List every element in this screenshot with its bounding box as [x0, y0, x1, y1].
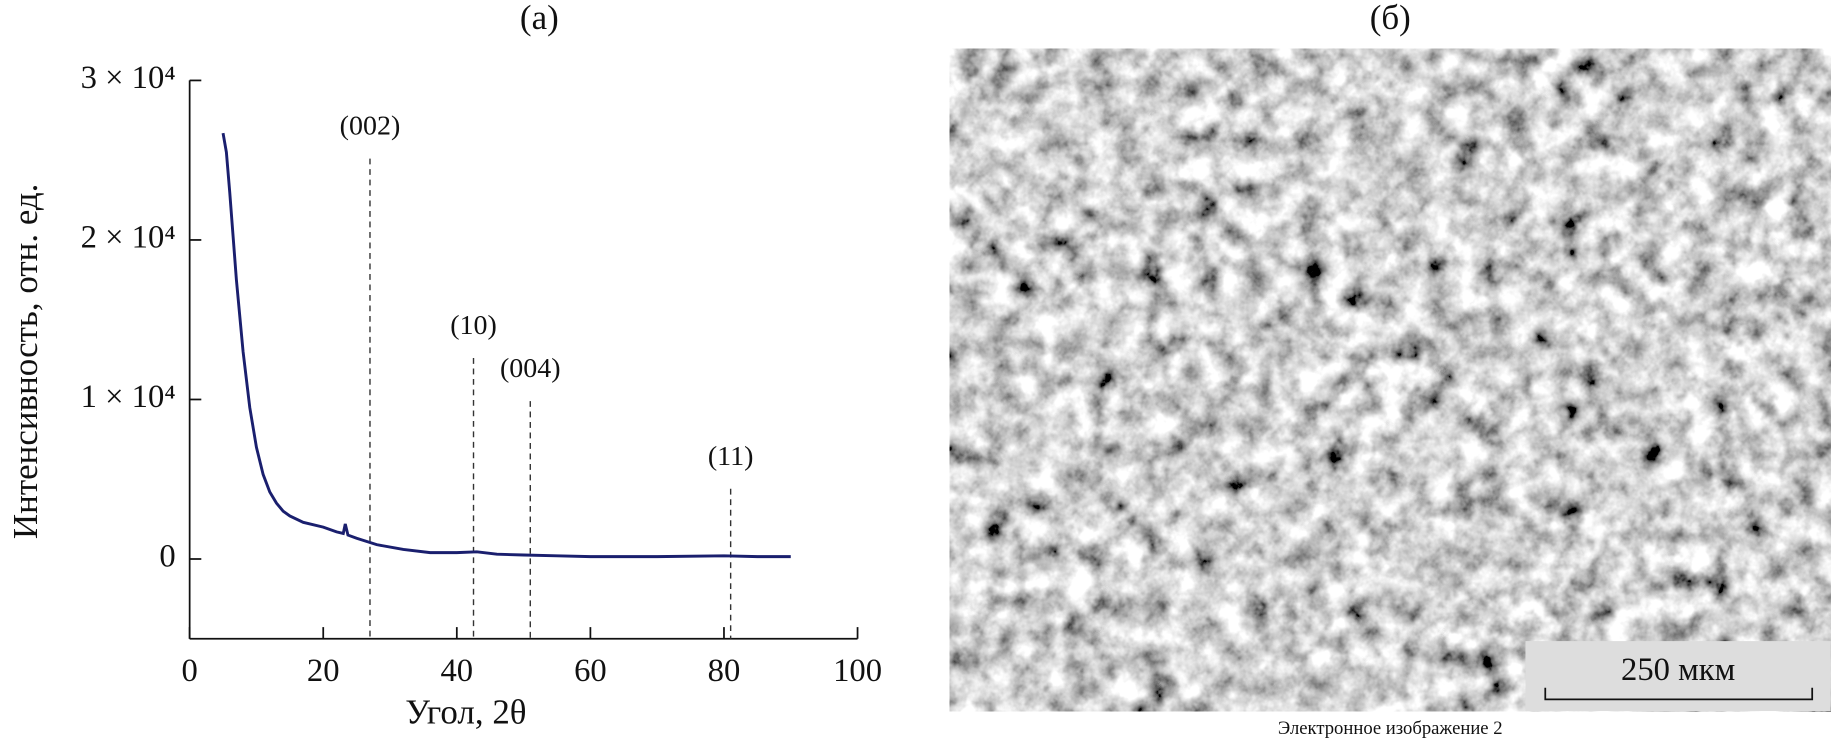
- x-tick-label: 0: [181, 653, 197, 689]
- x-tick-label: 60: [574, 653, 607, 689]
- image-title: (б): [1370, 0, 1411, 37]
- y-tick-label: 3 × 10⁴: [81, 60, 176, 96]
- chart-title: (а): [520, 0, 559, 37]
- x-tick-label: 80: [708, 653, 741, 689]
- image-caption: Электронное изображение 2: [1278, 718, 1503, 739]
- scale-bar-label: 250 мкм: [1621, 652, 1735, 688]
- annotation: (002): [340, 111, 401, 142]
- y-tick-label: 2 × 10⁴: [81, 219, 176, 255]
- annotation: (10): [450, 310, 497, 341]
- x-axis-label: Угол, 2θ: [405, 693, 526, 732]
- sem-image: [949, 48, 1831, 712]
- x-tick-label: 40: [440, 653, 473, 689]
- scale-bar: [1544, 687, 1814, 701]
- x-tick-label: 100: [833, 653, 882, 689]
- annotation: (11): [708, 441, 754, 472]
- y-tick-label: 0: [159, 538, 175, 574]
- y-tick-label: 1 × 10⁴: [81, 379, 176, 415]
- annotation: (004): [500, 353, 561, 384]
- data-line: [221, 132, 791, 559]
- y-axis-label: Интенсивность, отн. ед.: [6, 184, 45, 539]
- x-tick-label: 20: [307, 653, 340, 689]
